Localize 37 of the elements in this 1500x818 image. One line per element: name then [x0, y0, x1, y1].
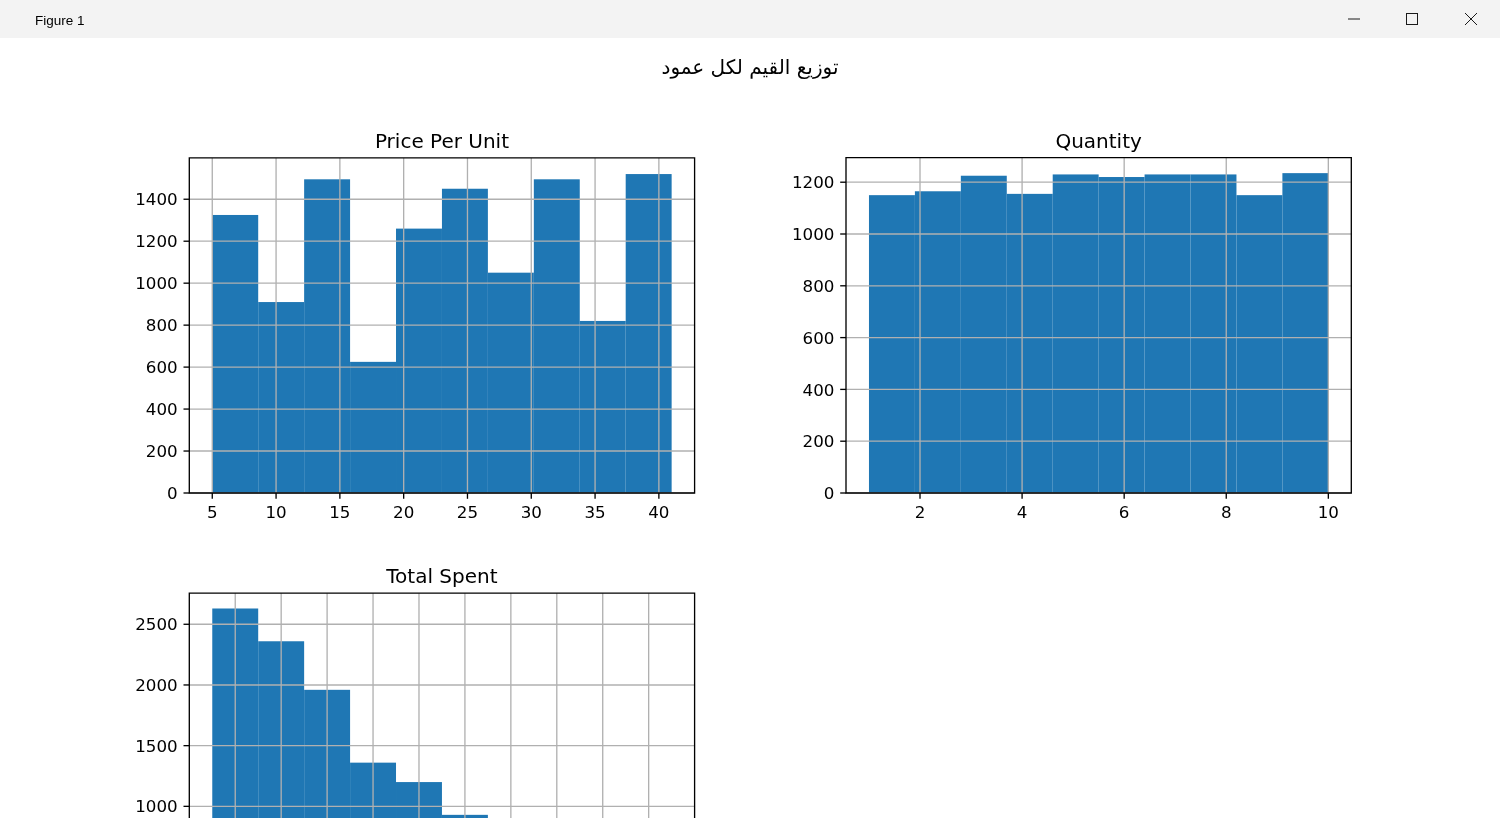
x-tick-label: 25 — [456, 502, 479, 522]
y-tick-label: 0 — [823, 483, 835, 504]
x-tick-label: 15 — [329, 502, 351, 522]
y-tick-label: 400 — [145, 399, 178, 420]
x-tick-label: 6 — [1118, 502, 1130, 522]
y-tick-label: 2500 — [135, 614, 178, 635]
y-tick-label: 1000 — [135, 796, 178, 817]
x-tick-label: 35 — [584, 502, 606, 522]
chart-title: Total Spent — [385, 564, 498, 589]
y-tick-label: 800 — [802, 275, 835, 296]
chart-title: Price Per Unit — [374, 128, 510, 153]
x-tick-label: 40 — [648, 502, 670, 522]
y-tick-label: 600 — [802, 327, 835, 348]
y-tick-label: 1200 — [791, 172, 835, 193]
y-tick-label: 2000 — [135, 675, 178, 696]
y-tick-label: 800 — [145, 315, 178, 336]
y-tick-label: 200 — [802, 431, 835, 452]
chart-title: Quantity — [1055, 128, 1143, 153]
y-tick-label: 1000 — [135, 273, 178, 294]
y-tick-label: 400 — [802, 379, 835, 400]
y-tick-label: 1500 — [135, 735, 178, 756]
x-tick-label: 20 — [393, 502, 415, 522]
x-tick-label: 2 — [914, 502, 926, 522]
y-tick-label: 200 — [145, 441, 178, 462]
y-tick-label: 1200 — [135, 231, 178, 252]
text: توزيع القيم لكل عمود — [661, 54, 839, 79]
y-tick-label: 600 — [145, 357, 178, 378]
x-tick-label: 5 — [206, 502, 218, 522]
x-tick-label: 8 — [1220, 502, 1232, 522]
x-tick-label: 4 — [1016, 502, 1028, 522]
y-tick-label: 1400 — [135, 189, 178, 210]
x-tick-label: 10 — [1317, 502, 1339, 522]
caption: Figure 1 — [35, 13, 85, 29]
x-tick-label: 10 — [265, 502, 287, 522]
y-tick-label: 0 — [167, 483, 178, 504]
x-tick-label: 30 — [520, 502, 542, 522]
y-tick-label: 1000 — [791, 224, 835, 245]
